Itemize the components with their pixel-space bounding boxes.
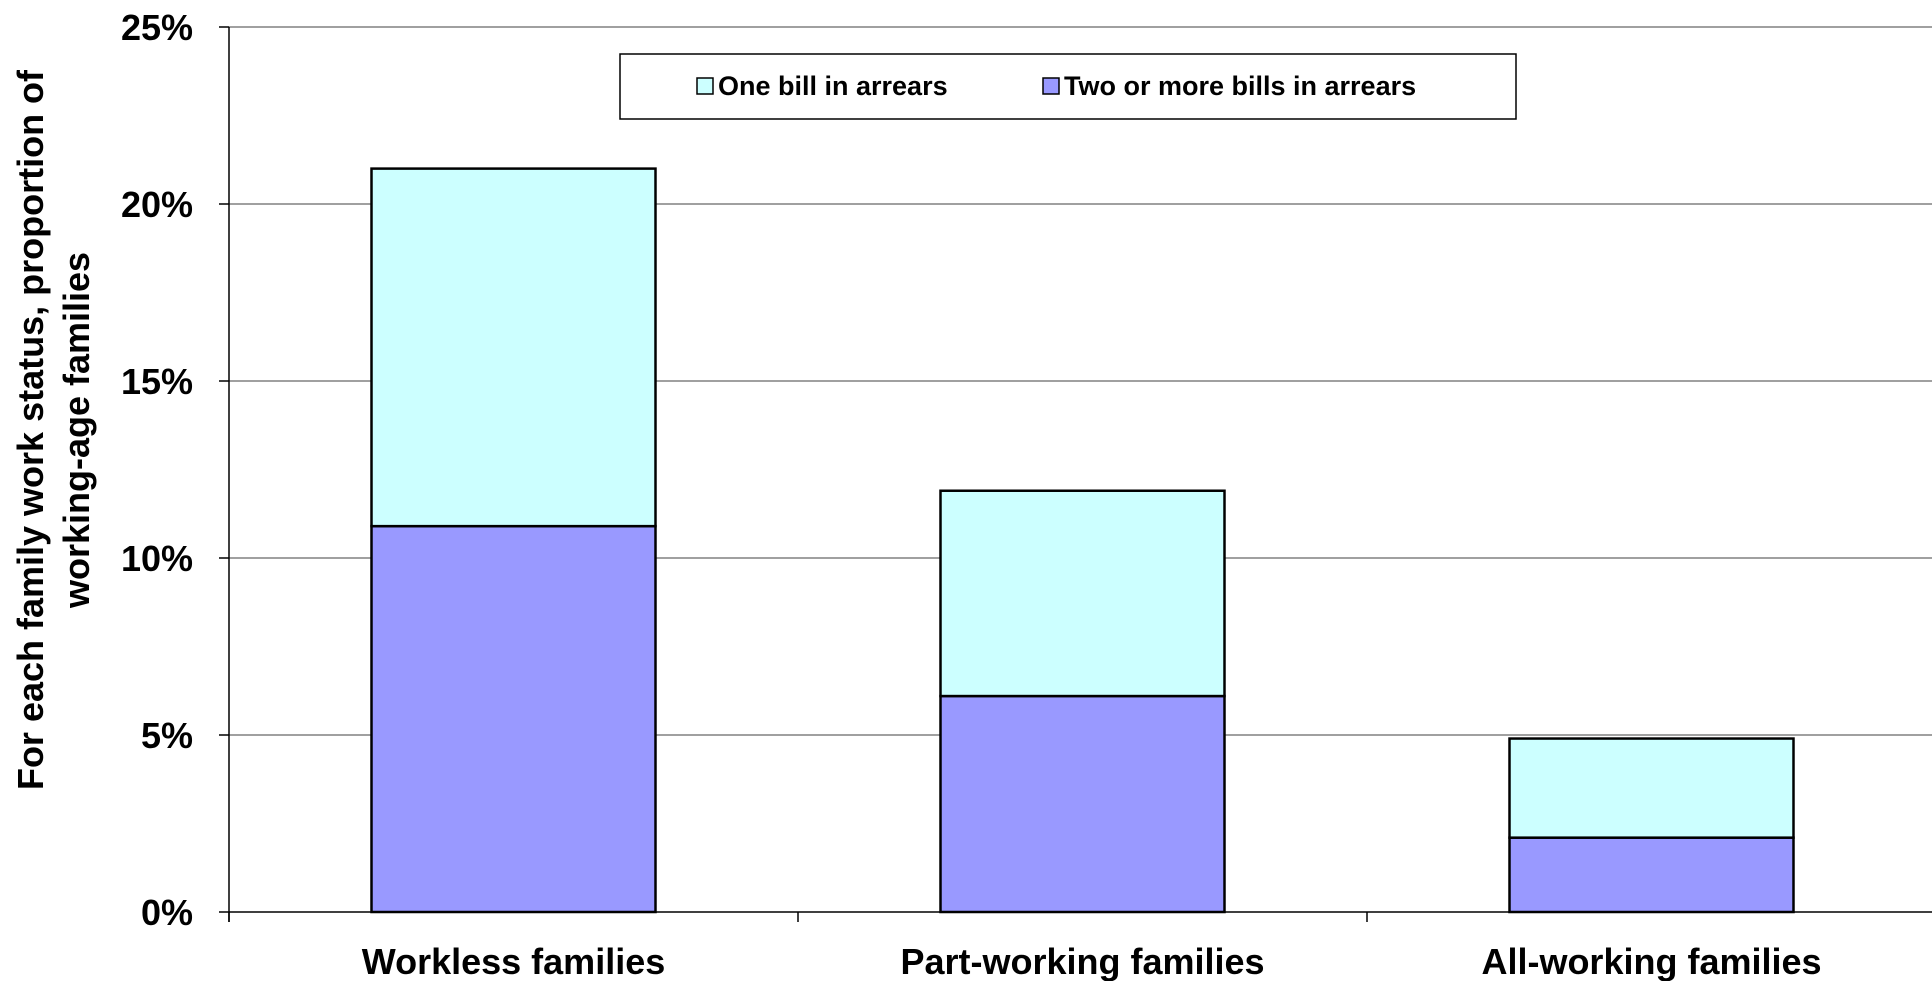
bar-workless-families-series-1	[370, 167, 657, 528]
y-tick-label-5: 5%	[141, 715, 193, 756]
category-labels: Workless families Part-working families Al…	[362, 941, 1822, 981]
bars	[370, 167, 1795, 914]
axes	[219, 26, 1932, 922]
legend-label-1: Two or more bills in arrears	[1064, 71, 1416, 101]
y-tick-label-25: 25%	[121, 7, 193, 48]
y-tick-label-15: 15%	[121, 361, 193, 402]
category-label-2: All-working families	[1481, 941, 1821, 981]
bar-part-working-families-series-1	[939, 489, 1226, 698]
bar-workless-families-series-0	[370, 524, 657, 914]
legend-swatch-1	[1042, 77, 1060, 95]
legend-swatch-0	[696, 77, 714, 95]
y-tick-label-10: 10%	[121, 538, 193, 579]
bar-all-working-families-series-1	[1508, 737, 1795, 839]
y-axis-title-line-1: For each family work status, proportion …	[10, 69, 51, 790]
legend-box	[619, 53, 1517, 120]
category-label-1: Part-working families	[900, 941, 1264, 981]
legend: One bill in arrears Two or more bills in …	[619, 53, 1517, 120]
bar-part-working-families-series-0	[939, 694, 1226, 914]
y-axis-title-line-2: working-age families	[56, 252, 97, 609]
y-tick-label-20: 20%	[121, 184, 193, 225]
bar-all-working-families-series-0	[1508, 836, 1795, 914]
y-axis-title: For each family work status, proportion …	[10, 69, 97, 790]
y-tick-labels: 0% 5% 10% 15% 20% 25%	[121, 7, 193, 933]
legend-label-0: One bill in arrears	[718, 71, 948, 101]
category-label-0: Workless families	[362, 941, 666, 981]
y-tick-label-0: 0%	[141, 892, 193, 933]
